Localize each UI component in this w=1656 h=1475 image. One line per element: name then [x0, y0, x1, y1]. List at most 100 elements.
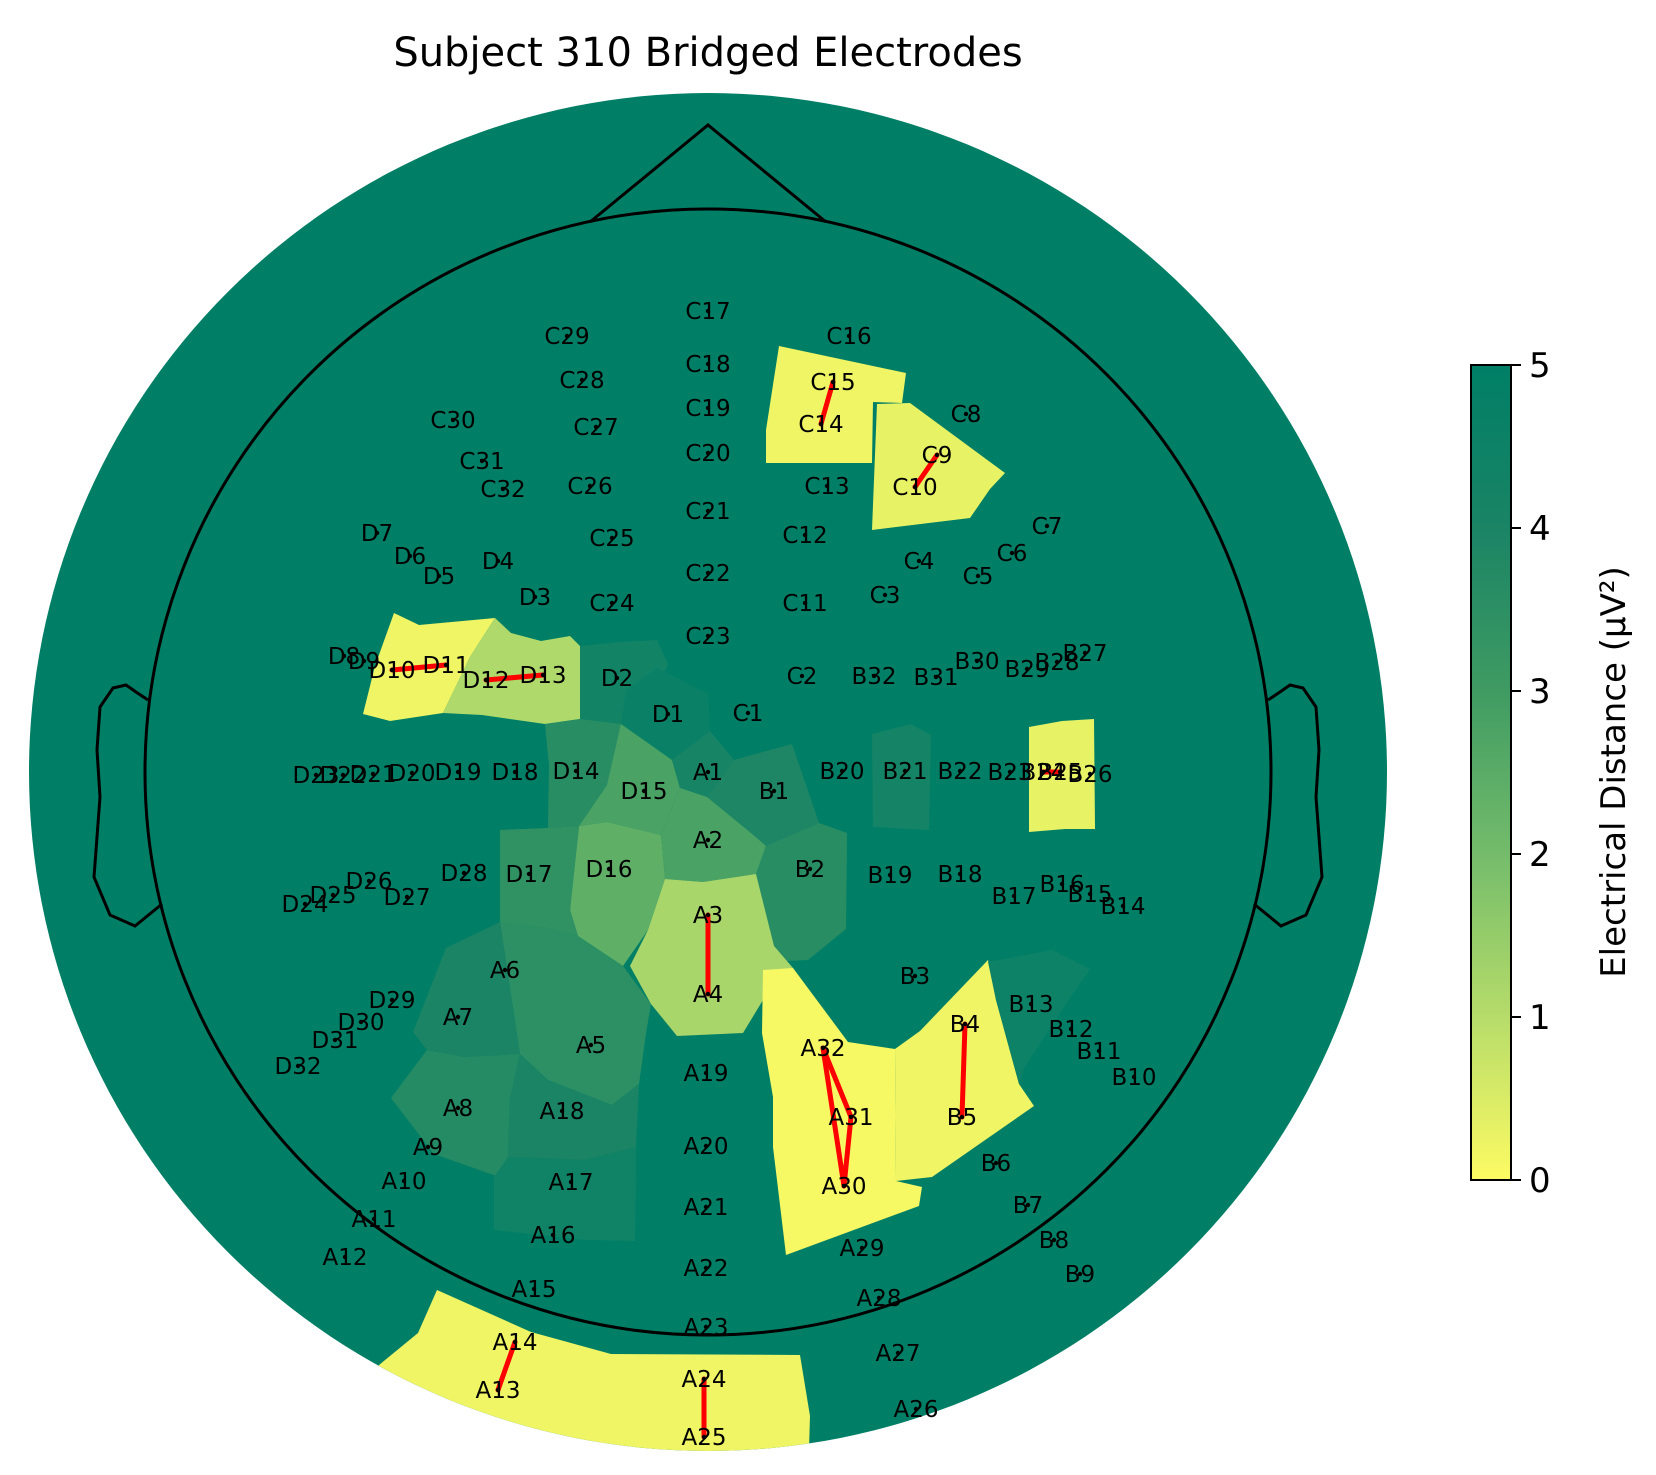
electrode-marker: [959, 1114, 965, 1120]
electrode-label: C19: [685, 396, 730, 422]
electrode-label: B17: [991, 884, 1036, 910]
electrode-marker: [550, 1232, 556, 1238]
left-ear-outline: [92, 683, 163, 928]
electrode-label: D25: [310, 883, 357, 909]
electrode-label: B15: [1067, 882, 1112, 908]
electrode-label: B25: [1037, 760, 1082, 786]
electrode-marker: [1059, 881, 1065, 887]
electrode-marker: [703, 1324, 709, 1330]
electrode-marker: [841, 1183, 847, 1189]
electrode-label: B32: [851, 664, 896, 690]
electrode-label: A27: [875, 1341, 920, 1367]
electrode-label: A29: [839, 1236, 884, 1262]
electrode-marker: [1024, 666, 1030, 672]
electrode-marker: [1096, 1048, 1102, 1054]
electrode-marker: [934, 452, 940, 458]
distance-region: [621, 668, 710, 760]
electrode-label: C26: [567, 474, 612, 500]
electrode-label: A15: [511, 1277, 556, 1303]
electrode-label: D13: [520, 663, 567, 689]
electrode-marker: [1025, 1202, 1031, 1208]
electrode-label: D21: [350, 762, 397, 788]
electrode-label: C28: [559, 368, 604, 394]
electrode-label: A14: [492, 1330, 537, 1356]
electrode-marker: [705, 912, 711, 918]
electrode-marker: [564, 333, 570, 339]
electrode-marker: [341, 653, 347, 659]
electrode-label: B24: [1020, 760, 1065, 786]
electrode-label: D1: [652, 702, 684, 728]
distance-region: [1029, 719, 1095, 832]
electrode-marker: [895, 1350, 901, 1356]
distance-region: [500, 922, 651, 1105]
electrode-label: C11: [782, 591, 827, 617]
distance-region: [508, 1054, 639, 1160]
electrode-label: D29: [369, 988, 416, 1014]
electrode-label: A21: [683, 1195, 728, 1221]
electrode-label: D28: [441, 861, 488, 887]
electrode-label: A11: [351, 1207, 396, 1233]
electrode-marker: [1009, 550, 1015, 556]
colorbar-tick-label: 4: [1529, 509, 1551, 549]
electrode-marker: [848, 1114, 854, 1120]
electrode-marker: [818, 421, 824, 427]
electrode-label: B9: [1065, 1262, 1095, 1288]
electrode-marker: [902, 768, 908, 774]
electrode-label: D8: [328, 644, 360, 670]
electrode-label: A8: [443, 1096, 473, 1122]
electrode-marker: [974, 658, 980, 664]
right-ear-outline: [1253, 683, 1324, 928]
electrode-label: C18: [685, 352, 730, 378]
electrode-marker: [705, 508, 711, 514]
electrode-label: B30: [954, 649, 999, 675]
electrode-label: B14: [1100, 894, 1145, 920]
distance-region: [707, 744, 819, 846]
electrode-label: D4: [482, 549, 514, 575]
electrode-marker: [500, 486, 506, 492]
electrode-marker: [483, 677, 489, 683]
electrode-label: B19: [867, 863, 912, 889]
colorbar-tick-label: 0: [1529, 1161, 1551, 1201]
electrode-marker: [342, 1254, 348, 1260]
electrode-label: D20: [389, 761, 436, 787]
interpolated-regions: [362, 346, 1095, 1451]
electrode-label: B12: [1048, 1017, 1093, 1043]
electrode-marker: [799, 673, 805, 679]
electrode-marker: [358, 1019, 364, 1025]
electrode-marker: [502, 967, 508, 973]
distance-region: [756, 823, 847, 961]
electrode-label: C30: [430, 408, 475, 434]
electrode-marker: [532, 594, 538, 600]
distance-region: [630, 874, 793, 1036]
electrode-label: A1: [693, 760, 723, 786]
electrode-label: D10: [369, 658, 416, 684]
electrode-label: B21: [882, 759, 927, 785]
electrode-marker: [313, 772, 319, 778]
electrode-marker: [361, 658, 367, 664]
electrode-marker: [913, 1406, 919, 1412]
electrode-marker: [606, 866, 612, 872]
electrode-marker: [540, 672, 546, 678]
distance-region: [762, 968, 922, 1255]
electrode-marker: [963, 411, 969, 417]
electrode-marker: [389, 997, 395, 1003]
electrode-marker: [1051, 1237, 1057, 1243]
electrode-label: C23: [685, 624, 730, 650]
electrode-marker: [1068, 1026, 1074, 1032]
electrode-marker: [703, 1265, 709, 1271]
electrode-marker: [1120, 903, 1126, 909]
electrode-marker: [705, 450, 711, 456]
electrode-marker: [802, 600, 808, 606]
electrode-marker: [370, 771, 376, 777]
electrode-label: B23: [987, 760, 1032, 786]
colorbar-tick-label: 1: [1529, 998, 1551, 1038]
electrode-label: A13: [475, 1378, 520, 1404]
electrode-marker: [882, 592, 888, 598]
electrode-marker: [1087, 771, 1093, 777]
electrode-marker: [587, 483, 593, 489]
electrode-marker: [641, 788, 647, 794]
electrode-label: C25: [589, 526, 634, 552]
bridge-line: [818, 379, 836, 427]
electrode-marker: [705, 991, 711, 997]
